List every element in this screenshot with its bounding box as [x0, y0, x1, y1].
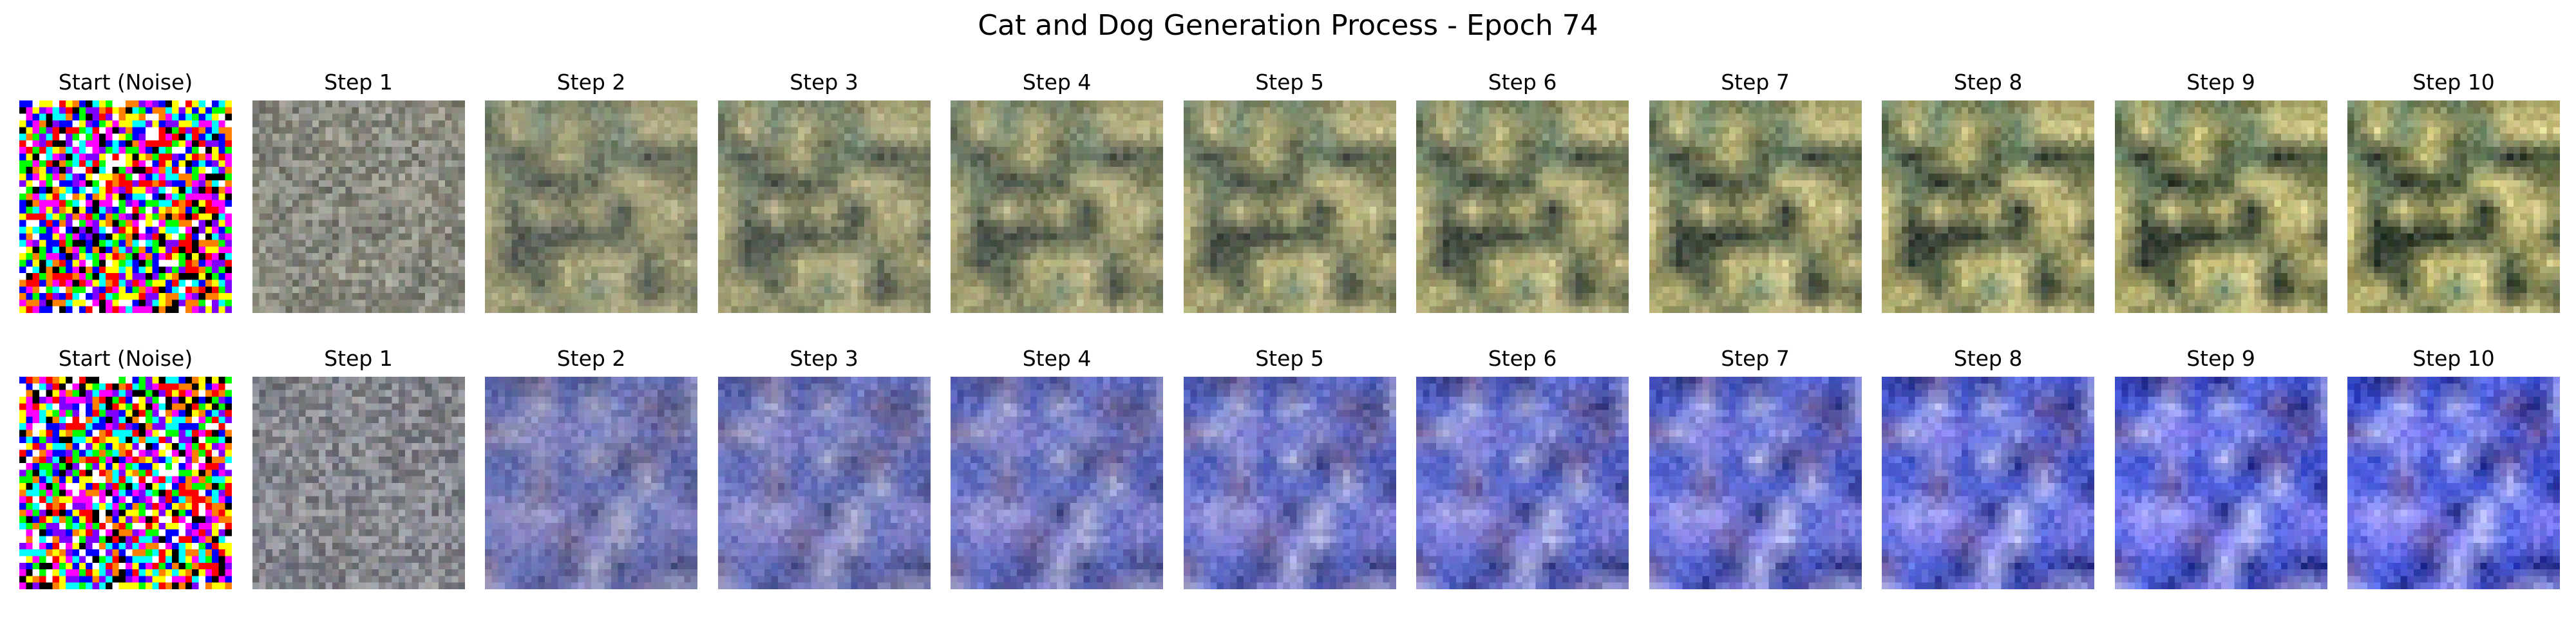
generated-image: [2347, 377, 2560, 589]
panel-title: Step 6: [1416, 70, 1629, 95]
generation-panel: Step 6: [1416, 70, 1629, 313]
panel-title: Step 1: [252, 70, 465, 95]
generation-panel: Start (Noise): [19, 346, 232, 589]
panel-title: Step 9: [2115, 346, 2327, 372]
generation-panel: Step 3: [717, 70, 931, 313]
generated-image: [1882, 100, 2094, 313]
generation-panel: Step 6: [1416, 346, 1629, 589]
generation-panel: Step 4: [951, 70, 1163, 313]
generated-image: [19, 377, 232, 589]
panel-title: Step 7: [1649, 70, 1862, 95]
generated-image: [19, 100, 232, 313]
generated-image: [485, 100, 697, 313]
generation-panel: Step 1: [252, 70, 465, 313]
panel-title: Step 4: [951, 70, 1163, 95]
panel-title: Step 2: [485, 70, 697, 95]
generated-image: [1649, 377, 1862, 589]
generation-panel: Start (Noise): [19, 70, 232, 313]
generation-panel: Step 5: [1183, 346, 1396, 589]
panel-title: Step 10: [2347, 346, 2560, 372]
generated-image: [2347, 100, 2560, 313]
generated-image: [1882, 377, 2094, 589]
panel-title: Step 10: [2347, 70, 2560, 95]
panel-title: Step 9: [2115, 70, 2327, 95]
panel-title: Step 3: [718, 346, 931, 372]
generated-image: [2114, 377, 2327, 589]
generated-image: [1183, 100, 1396, 313]
generation-panel: Step 3: [717, 346, 931, 589]
generation-panel: Step 5: [1183, 70, 1396, 313]
generated-image: [252, 377, 465, 589]
panel-title: Step 6: [1416, 346, 1629, 372]
panel-title: Step 4: [951, 346, 1163, 372]
generation-panel: Step 7: [1649, 346, 1862, 589]
panel-title: Step 2: [485, 346, 697, 372]
generation-panel: Step 8: [1882, 70, 2094, 313]
generation-panel: Step 10: [2347, 346, 2560, 589]
generation-panel: Step 9: [2114, 346, 2327, 589]
panel-title: Step 5: [1184, 70, 1396, 95]
generated-image: [951, 100, 1163, 313]
panel-title: Start (Noise): [19, 70, 232, 95]
generated-image: [717, 377, 931, 589]
panel-title: Step 7: [1649, 346, 1862, 372]
generation-panel: Step 10: [2347, 70, 2560, 313]
generated-image: [252, 100, 465, 313]
panel-title: Step 8: [1882, 346, 2094, 372]
generation-panel: Step 1: [252, 346, 465, 589]
generated-image: [485, 377, 697, 589]
generation-panel: Step 2: [485, 346, 697, 589]
generation-panel: Step 8: [1882, 346, 2094, 589]
generation-panel: Step 9: [2114, 70, 2327, 313]
panel-title: Step 3: [718, 70, 931, 95]
generated-image: [1416, 100, 1629, 313]
generation-panel: Step 7: [1649, 70, 1862, 313]
generated-image: [1183, 377, 1396, 589]
panel-title: Step 8: [1882, 70, 2094, 95]
panel-title: Step 1: [252, 346, 465, 372]
generated-image: [1649, 100, 1862, 313]
generation-panel: Step 2: [485, 70, 697, 313]
generated-image: [1416, 377, 1629, 589]
generated-image: [951, 377, 1163, 589]
panel-title: Start (Noise): [19, 346, 232, 372]
figure-title: Cat and Dog Generation Process - Epoch 7…: [0, 8, 2576, 44]
generation-panel: Step 4: [951, 346, 1163, 589]
panel-title: Step 5: [1184, 346, 1396, 372]
generated-image: [717, 100, 931, 313]
generated-image: [2114, 100, 2327, 313]
